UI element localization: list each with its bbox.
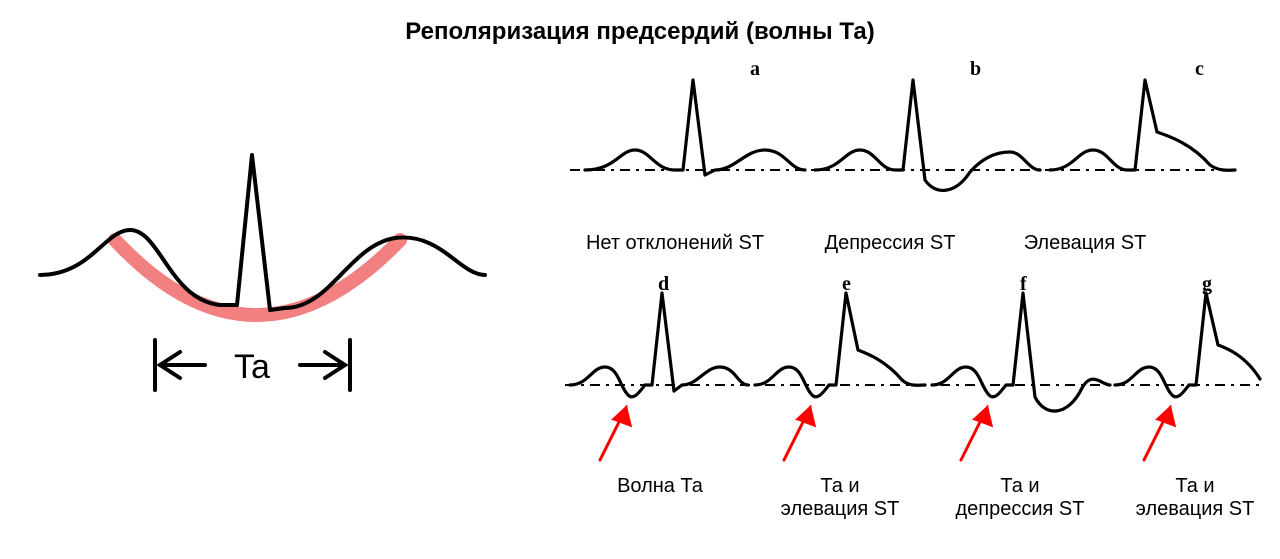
ta-label: Ta [234,348,270,386]
page-title: Реполяризация предсердий (волны Та) [0,18,1280,46]
caption-f: Та и депрессия ST [940,475,1100,521]
beat-a [585,80,805,175]
beat-c [1050,80,1235,170]
top-row-svg [565,60,1265,230]
caption-e: Та и элевация ST [760,475,920,521]
left-waveform-svg: Ta [30,130,490,430]
letter-a: a [750,58,760,81]
top-row: a b c [565,60,1265,230]
letter-e: e [842,273,851,296]
arrow-e [784,408,814,460]
caption-c: Элевация ST [1000,232,1170,255]
beat-f [932,293,1110,411]
arrows [600,408,1174,460]
letter-d: d [658,273,669,296]
caption-a: Нет отклонений ST [575,232,775,255]
letter-c: c [1195,58,1204,81]
letter-g: g [1202,273,1212,296]
beat-b [815,80,1040,190]
letter-b: b [970,58,981,81]
bottom-row: d e f g [560,275,1280,475]
bottom-row-svg [560,275,1280,475]
arrow-f [961,408,991,460]
left-panel: Ta [30,130,490,430]
beat-g [1115,293,1260,397]
caption-b: Депрессия ST [800,232,980,255]
left-ecg-waveform [40,155,485,310]
beat-d [570,293,748,397]
letter-f: f [1020,273,1027,296]
arrow-g [1144,408,1174,460]
caption-g: Та и элевация ST [1115,475,1275,521]
caption-d: Волна Та [590,475,730,498]
beat-e [755,293,925,397]
arrow-d [600,408,630,460]
